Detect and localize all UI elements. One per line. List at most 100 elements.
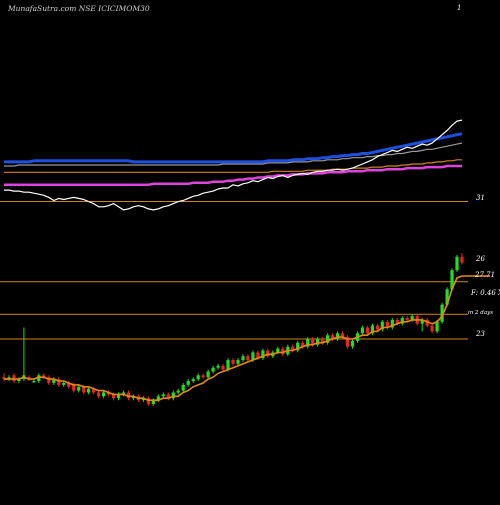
candle xyxy=(186,379,190,387)
candle-body xyxy=(67,383,71,387)
candle-body xyxy=(370,325,374,334)
ma-series-group xyxy=(4,119,463,211)
candle-body xyxy=(72,384,76,391)
candle-body xyxy=(276,348,280,353)
candle xyxy=(161,392,165,399)
candle-body xyxy=(301,342,305,347)
candle-body xyxy=(306,339,310,347)
candle xyxy=(400,316,404,326)
candle-body xyxy=(450,270,454,290)
candle-body xyxy=(77,386,81,391)
candle xyxy=(146,396,150,406)
candle-body xyxy=(251,352,255,360)
candle-body xyxy=(176,390,180,393)
candle-body xyxy=(236,360,240,364)
candle-body xyxy=(17,379,21,381)
candle-body xyxy=(181,384,185,391)
candle-body xyxy=(335,333,340,339)
candle xyxy=(281,346,285,357)
candle-body xyxy=(460,256,464,263)
candle-body xyxy=(425,319,429,326)
candle-body xyxy=(131,396,135,399)
candle xyxy=(405,316,409,322)
candle-body xyxy=(37,375,41,381)
candle-body xyxy=(206,371,210,378)
candle-body xyxy=(435,321,439,332)
candle xyxy=(350,339,355,349)
candle-body xyxy=(106,392,111,395)
candle xyxy=(306,337,310,349)
candle xyxy=(216,363,220,370)
candle-body xyxy=(27,377,31,380)
candle xyxy=(131,394,135,401)
candle-body xyxy=(57,379,61,385)
candle-body xyxy=(97,392,101,397)
candle xyxy=(296,340,300,353)
candle xyxy=(460,253,464,265)
candle xyxy=(241,354,245,362)
candle xyxy=(430,323,434,334)
candle-body xyxy=(32,381,36,383)
candle xyxy=(365,325,369,336)
candle xyxy=(455,254,459,273)
candle-body xyxy=(430,325,434,332)
candle-body xyxy=(296,342,300,351)
candle-body xyxy=(2,377,6,380)
candle xyxy=(171,390,175,401)
candle xyxy=(57,377,61,387)
candle-body xyxy=(211,367,215,372)
candle xyxy=(62,381,66,387)
price-lower-label: 23 xyxy=(475,330,485,338)
candle xyxy=(390,318,394,330)
candle xyxy=(191,377,195,383)
candle xyxy=(375,323,379,332)
series-line-ma-fast xyxy=(4,132,463,164)
candle-body xyxy=(291,346,295,351)
candle-body xyxy=(52,379,56,383)
price-current-label: 27.71 xyxy=(474,271,495,279)
candle-body xyxy=(87,388,91,393)
series-line-price xyxy=(4,119,463,211)
series-line-ma-slow xyxy=(4,159,462,173)
candle-body xyxy=(161,394,165,397)
candle xyxy=(97,390,101,399)
candle xyxy=(246,354,250,362)
candle-body xyxy=(326,335,330,343)
candle-body xyxy=(405,318,409,320)
series-line-ma-mid xyxy=(4,142,463,167)
candle-body xyxy=(82,386,86,393)
candle-body xyxy=(102,392,106,397)
candle-body xyxy=(186,381,190,385)
price-level-lines xyxy=(0,281,468,340)
candle-body xyxy=(156,396,160,401)
candle xyxy=(236,358,240,366)
candle xyxy=(335,331,340,341)
candle xyxy=(37,373,41,383)
candle-body xyxy=(316,339,320,345)
candle-body xyxy=(146,398,150,404)
candle-body xyxy=(340,333,345,338)
candle xyxy=(345,335,350,349)
candle-body xyxy=(375,325,379,330)
candle-body xyxy=(171,392,175,399)
candle xyxy=(261,348,265,360)
candle xyxy=(425,318,429,328)
candle-body xyxy=(216,365,220,368)
candle-body xyxy=(12,375,16,381)
candle-body xyxy=(246,356,250,360)
candle-body xyxy=(151,400,155,404)
candle-body xyxy=(62,383,66,385)
candle xyxy=(77,384,81,393)
candle-body xyxy=(455,256,459,271)
candle xyxy=(370,323,374,336)
ma-scale-label: 1 xyxy=(457,4,461,12)
candle-body xyxy=(420,319,424,324)
candle-body xyxy=(385,321,389,328)
candle-body xyxy=(395,319,399,324)
candle-body xyxy=(191,379,195,381)
candle-body xyxy=(445,289,449,305)
candle-body xyxy=(440,304,444,322)
candle xyxy=(380,319,384,332)
candle-body xyxy=(321,339,325,343)
